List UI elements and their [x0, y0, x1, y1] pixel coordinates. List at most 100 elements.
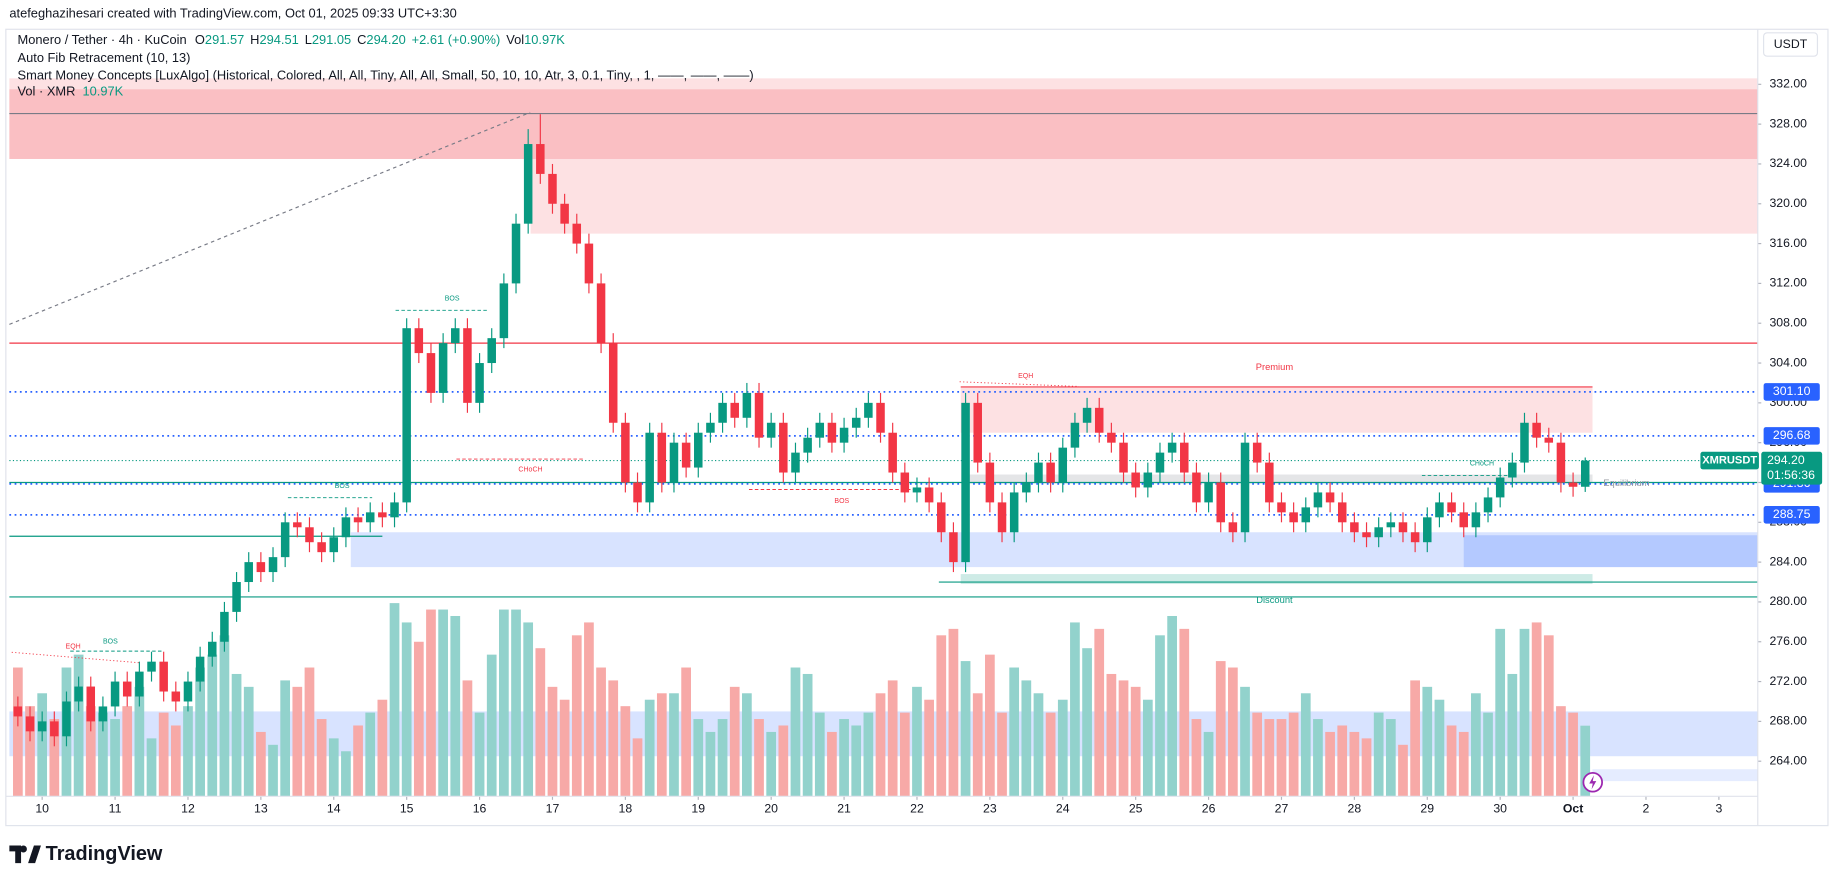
- volume-bar: [110, 719, 120, 797]
- volume-bar: [304, 667, 315, 797]
- candle-body: [1471, 512, 1481, 528]
- candle-body: [62, 701, 71, 737]
- candle-body: [511, 223, 521, 284]
- zone: [9, 89, 1758, 159]
- candle-body: [305, 527, 314, 543]
- frame: [5, 28, 1829, 827]
- x-tick-label: Oct: [1563, 801, 1583, 815]
- volume-bar: [353, 725, 363, 797]
- annotation: Premium: [1256, 362, 1294, 372]
- annotation: BOS: [445, 295, 460, 302]
- volume-bar: [1483, 712, 1493, 797]
- volume-bar: [146, 738, 157, 797]
- candle-body: [268, 557, 278, 573]
- volume-bar: [1082, 648, 1092, 797]
- volume-bar: [729, 686, 740, 797]
- candle-body: [1265, 462, 1274, 503]
- volume-bar: [462, 680, 473, 797]
- candle-body: [414, 328, 424, 354]
- candle-body: [912, 487, 922, 493]
- y-tick-label: 268.00: [1769, 714, 1807, 728]
- volume-bar: [827, 731, 837, 797]
- volume-bar: [584, 622, 594, 797]
- x-tick-label: 15: [400, 801, 414, 815]
- volume-bar: [486, 654, 497, 797]
- y-tick-label: 308.00: [1769, 315, 1807, 329]
- candle-body: [1532, 422, 1541, 438]
- candle-body: [13, 706, 23, 717]
- zone: [960, 386, 1593, 433]
- logo-mark: [9, 845, 41, 864]
- volume-bar: [98, 712, 108, 797]
- annotation: BOS: [335, 483, 350, 490]
- volume-bar: [1276, 719, 1287, 797]
- y-tick-label: 316.00: [1769, 236, 1807, 250]
- candle-body: [208, 641, 217, 657]
- structure-line: [959, 381, 1080, 387]
- candle-body: [426, 353, 436, 393]
- y-tick-label: 272.00: [1769, 674, 1807, 688]
- volume-bar: [37, 693, 48, 797]
- candle-body: [329, 537, 339, 553]
- candle-body: [718, 402, 727, 423]
- candle-body: [1301, 507, 1311, 523]
- x-tick-label: 22: [910, 801, 924, 815]
- annotation: Discount: [1256, 595, 1293, 605]
- brand: TradingView: [46, 843, 163, 865]
- candle-body: [791, 452, 800, 473]
- credit: atefeghazihesari created with TradingVie…: [9, 5, 456, 20]
- volume-bar: [863, 712, 874, 797]
- candle-body: [949, 532, 958, 563]
- volume-bar: [1142, 699, 1153, 797]
- volume-legend: Vol · XMR 10.97K: [18, 84, 124, 99]
- volume-bar: [985, 654, 995, 797]
- volume-bar: [851, 725, 862, 797]
- candle-body: [1459, 512, 1468, 528]
- x-tick-label: 11: [109, 801, 122, 815]
- candle-body: [973, 402, 982, 463]
- candle-body: [244, 562, 253, 583]
- candle-body: [1483, 497, 1493, 513]
- candle-body: [937, 502, 946, 533]
- candle-body: [1277, 502, 1286, 513]
- volume-bar: [316, 719, 327, 797]
- fib-line: [9, 111, 531, 325]
- currency-box[interactable]: [1763, 32, 1819, 57]
- candle-body: [171, 691, 181, 702]
- price-level-box: [1763, 383, 1820, 401]
- volume-bar: [1106, 673, 1117, 797]
- price-level-label: 301.10: [1773, 384, 1811, 398]
- candle-body: [159, 661, 168, 692]
- candle-body: [1325, 492, 1335, 503]
- volume-bar: [742, 693, 752, 797]
- volume-bar: [256, 731, 266, 797]
- candle-body: [1082, 407, 1092, 423]
- volume-bar: [85, 706, 96, 797]
- currency[interactable]: USDT: [1774, 37, 1808, 51]
- candle-body: [256, 562, 266, 573]
- candle-body: [50, 721, 59, 737]
- volume-bar: [1361, 738, 1372, 797]
- candle-body: [536, 144, 545, 174]
- volume-bar: [1398, 744, 1408, 797]
- volume-bar: [960, 661, 971, 797]
- candle-body: [317, 542, 326, 553]
- volume-bar: [632, 738, 643, 797]
- volume-bar: [1507, 673, 1518, 797]
- candle-body: [353, 517, 363, 523]
- y-tick-label: 328.00: [1769, 116, 1807, 130]
- x-tick-label: 14: [327, 801, 341, 815]
- candle-body: [98, 706, 108, 722]
- last-price-box: [1761, 451, 1823, 485]
- candle-body: [730, 402, 739, 418]
- candle-body: [681, 442, 691, 468]
- volume-bar: [122, 706, 133, 797]
- candle-body: [1143, 472, 1153, 488]
- candle-body: [475, 363, 484, 403]
- annotation: BOS: [834, 498, 849, 505]
- candle-body: [560, 203, 569, 224]
- volume-bar: [802, 673, 813, 797]
- volume-bar: [754, 719, 764, 797]
- candle-body: [1046, 462, 1055, 483]
- indicator: Smart Money Concepts [LuxAlgo] (Historic…: [18, 68, 754, 83]
